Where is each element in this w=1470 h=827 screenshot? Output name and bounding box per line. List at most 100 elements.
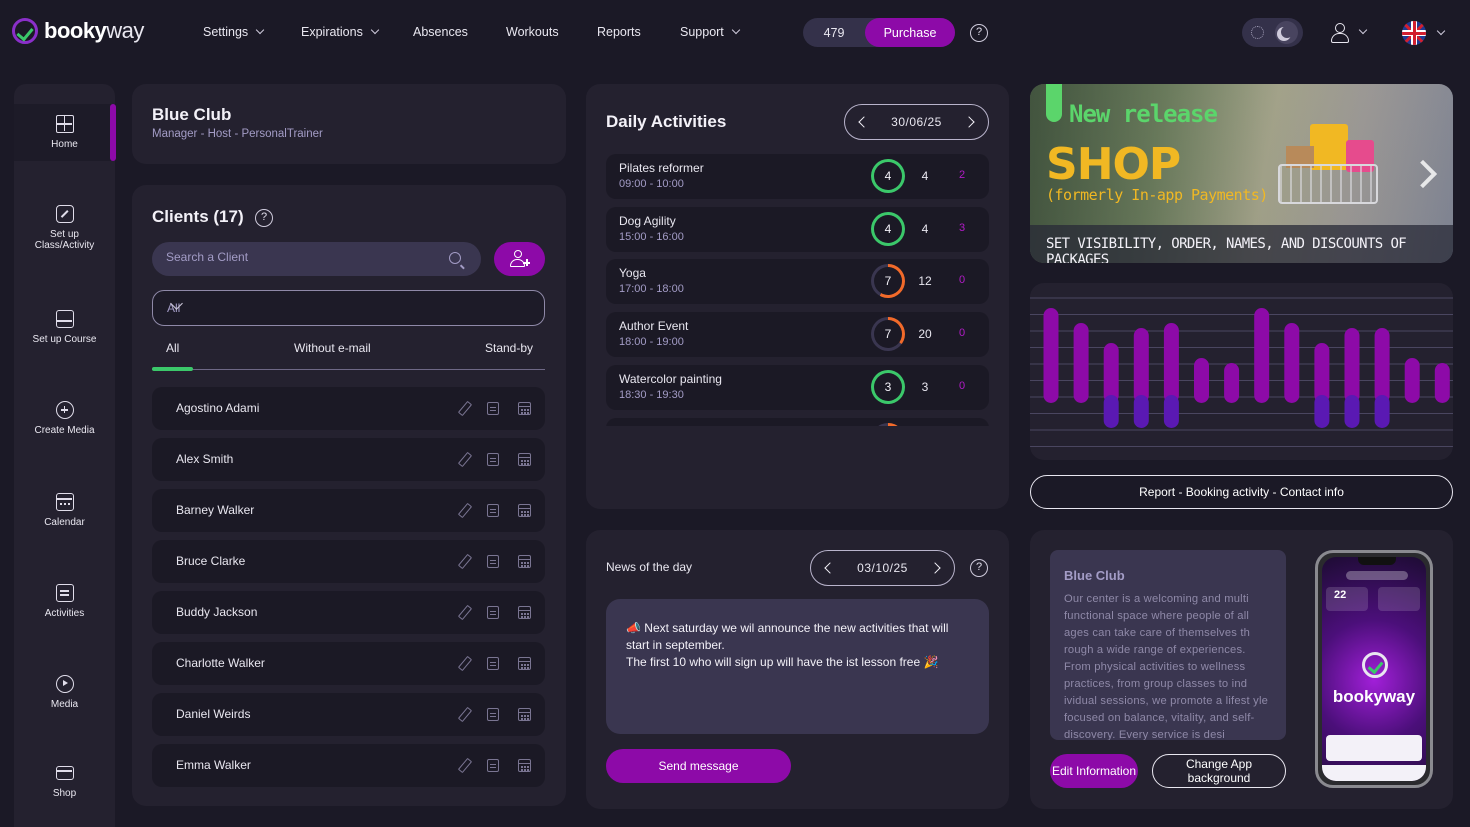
chevron-down-icon: [370, 25, 380, 35]
client-row[interactable]: Daniel Weirds: [152, 693, 545, 736]
activity-time: 09:00 - 10:00: [619, 178, 684, 190]
client-row[interactable]: Barney Walker: [152, 489, 545, 532]
sidebar-item-setup-class[interactable]: Set up Class/Activity: [14, 205, 115, 251]
send-message-button[interactable]: Send message: [606, 749, 791, 783]
document-icon[interactable]: [487, 759, 499, 772]
edit-square-icon: [55, 205, 74, 223]
document-icon[interactable]: [487, 555, 499, 568]
chart-bar: [1133, 328, 1149, 403]
user-icon[interactable]: [1331, 23, 1349, 43]
plus-circle-icon: [55, 401, 74, 419]
client-row[interactable]: Emma Walker: [152, 744, 545, 787]
news-message[interactable]: 📣 Next saturday we wil announce the new …: [606, 599, 989, 734]
tab-without-email[interactable]: Without e-mail: [294, 341, 371, 355]
shop-release-banner[interactable]: New release SHOP (formerly In-app Paymen…: [1030, 84, 1453, 263]
activity-time: 18:00 - 19:00: [619, 336, 684, 349]
search-icon[interactable]: [449, 252, 461, 264]
add-client-button[interactable]: [494, 242, 545, 276]
sidebar-item-media[interactable]: Media: [14, 675, 115, 710]
pencil-icon[interactable]: [458, 402, 470, 415]
pencil-icon[interactable]: [458, 504, 470, 517]
sidebar-item-home[interactable]: Home: [14, 104, 116, 161]
pencil-icon[interactable]: [458, 759, 470, 772]
document-icon[interactable]: [487, 453, 499, 466]
report-button[interactable]: Report - Booking activity - Contact info: [1030, 475, 1453, 509]
chevron-down-icon[interactable]: [1358, 25, 1368, 35]
sidebar-item-shop[interactable]: Shop: [14, 766, 115, 799]
nav-expirations[interactable]: Expirations: [301, 25, 380, 39]
help-icon[interactable]: ?: [970, 24, 988, 42]
activity-row[interactable]: [606, 417, 989, 426]
calendar-icon[interactable]: [518, 402, 531, 415]
document-icon[interactable]: [487, 657, 499, 670]
document-icon[interactable]: [487, 708, 499, 721]
edit-information-button[interactable]: Edit Information: [1050, 754, 1138, 788]
booked-count: 7: [874, 320, 902, 349]
pencil-icon[interactable]: [458, 708, 470, 721]
activities-date: 30/06/25: [891, 115, 942, 129]
purchase-button[interactable]: Purchase: [865, 18, 955, 47]
tabs-divider: [152, 369, 545, 370]
client-name: Emma Walker: [176, 758, 251, 772]
moon-icon: [1281, 26, 1293, 38]
calendar-icon[interactable]: [518, 606, 531, 619]
activity-row[interactable]: Author Event 18:00 - 19:00 7 20 0: [606, 312, 989, 358]
client-row[interactable]: Charlotte Walker: [152, 642, 545, 685]
calendar-icon[interactable]: [518, 759, 531, 772]
activity-time: 18:30 - 19:30: [619, 388, 684, 401]
pencil-icon[interactable]: [458, 555, 470, 568]
client-row[interactable]: Alex Smith: [152, 438, 545, 481]
chart-bar: [1194, 358, 1209, 403]
activity-row[interactable]: Dog Agility 15:00 - 16:00 4 4 3: [606, 206, 989, 252]
tab-all[interactable]: All: [166, 341, 180, 355]
club-roles: Manager - Host - PersonalTrainer: [152, 128, 323, 140]
sidebar-item-activities[interactable]: Activities: [14, 584, 115, 619]
chart-bar-secondary: [1314, 395, 1330, 428]
help-icon[interactable]: ?: [255, 209, 273, 227]
brand-logo[interactable]: bookyway: [12, 18, 144, 44]
client-filter-select[interactable]: All: [152, 290, 545, 326]
nav-settings[interactable]: Settings: [203, 25, 265, 39]
document-icon[interactable]: [487, 606, 499, 619]
client-row[interactable]: Buddy Jackson: [152, 591, 545, 634]
sidebar-item-create-media[interactable]: Create Media: [14, 401, 115, 436]
client-name: Bruce Clarke: [176, 554, 246, 568]
pencil-icon[interactable]: [458, 657, 470, 670]
document-icon[interactable]: [487, 504, 499, 517]
activity-row[interactable]: Yoga 17:00 - 18:00 7 12 0: [606, 259, 989, 305]
change-background-button[interactable]: Change App background: [1152, 754, 1286, 788]
chart-bar: [1073, 323, 1089, 403]
activity-row[interactable]: Pilates reformer 09:00 - 10:00 4 4 2: [606, 154, 989, 199]
activity-time: 15:00 - 16:00: [619, 230, 684, 243]
pencil-icon[interactable]: [458, 606, 470, 619]
daily-activities-panel: Daily Activities 30/06/25 Pilates reform…: [586, 84, 1009, 509]
sidebar-item-setup-course[interactable]: Set up Course: [14, 310, 115, 345]
activity-row[interactable]: Watercolor painting 18:30 - 19:30 3 3 0: [606, 364, 989, 410]
calendar-icon[interactable]: [518, 453, 531, 466]
nav-absences[interactable]: Absences: [413, 25, 468, 39]
tab-stand-by[interactable]: Stand-by: [485, 341, 534, 355]
calendar-icon[interactable]: [518, 708, 531, 721]
document-icon[interactable]: [487, 402, 499, 415]
document-icon: [55, 584, 74, 602]
client-name: Alex Smith: [176, 452, 234, 466]
uk-flag-icon[interactable]: [1402, 21, 1426, 45]
pencil-icon[interactable]: [458, 453, 470, 466]
calendar-icon[interactable]: [518, 555, 531, 568]
booking-ring: [871, 422, 905, 426]
client-search-input[interactable]: [166, 250, 436, 264]
theme-toggle[interactable]: [1242, 18, 1303, 47]
activity-time: 17:00 - 18:00: [619, 283, 684, 296]
nav-reports[interactable]: Reports: [597, 25, 641, 39]
chevron-down-icon[interactable]: [1436, 26, 1446, 36]
client-row[interactable]: Agostino Adami: [152, 387, 545, 430]
nav-workouts[interactable]: Workouts: [506, 25, 559, 39]
nav-support[interactable]: Support: [680, 25, 741, 39]
sidebar-item-calendar[interactable]: Calendar: [14, 493, 115, 528]
chart-bar-secondary: [1163, 395, 1179, 428]
client-row[interactable]: Bruce Clarke: [152, 540, 545, 583]
calendar-icon[interactable]: [518, 657, 531, 670]
app-preview-phone: 22 bookyway: [1315, 550, 1433, 788]
help-icon[interactable]: ?: [970, 559, 988, 577]
calendar-icon[interactable]: [518, 504, 531, 517]
